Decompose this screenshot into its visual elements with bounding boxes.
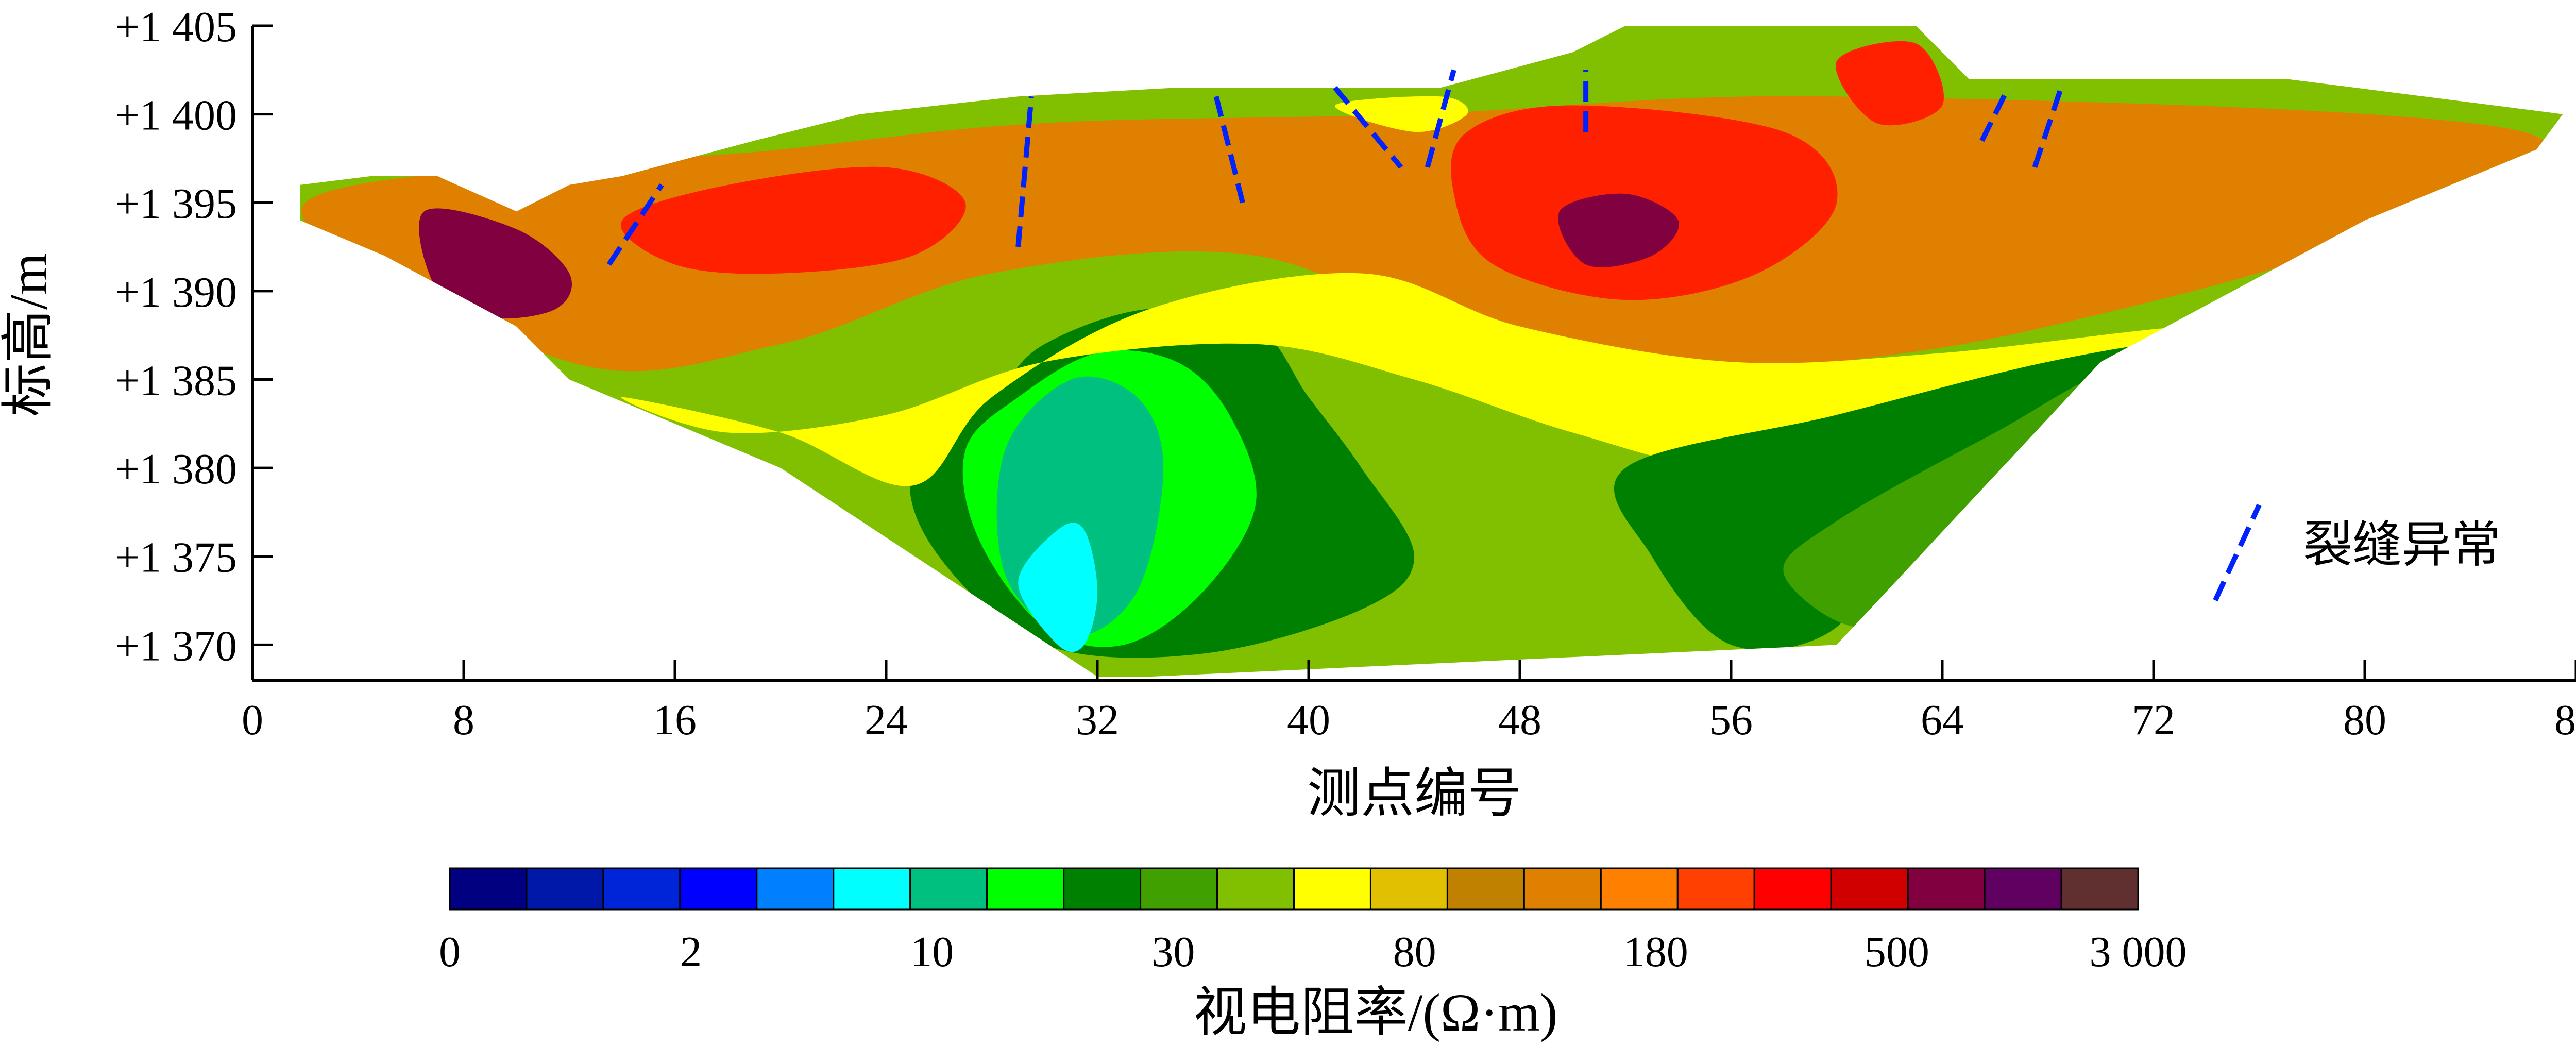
resistivity-zones <box>301 41 2548 658</box>
y-tick-label: +1 405 <box>115 3 237 51</box>
crack-anomaly-line <box>606 183 664 266</box>
colorbar-cell <box>1140 867 1218 911</box>
x-tick-label: 80 <box>2343 696 2386 744</box>
crack-anomaly-legend-icon <box>2213 503 2262 602</box>
colorbar-cell <box>1216 867 1295 911</box>
crack-anomaly-line <box>1979 86 2011 142</box>
colorbar-cell <box>1446 867 1525 911</box>
colorbar-cell <box>1600 867 1679 911</box>
colorbar-cell <box>2060 867 2139 911</box>
y-tick-label: +1 375 <box>115 534 237 582</box>
colorbar-cell <box>602 867 681 911</box>
colorbar-cell <box>1523 867 1602 911</box>
colorbar-cell <box>1984 867 2062 911</box>
colorbar: 0 2 10 30 80 180 500 3 000 视电阻率/(Ω·m) <box>439 867 2187 1042</box>
y-tick-label: +1 380 <box>115 445 237 493</box>
colorbar-label: 10 <box>910 928 954 976</box>
colorbar-cells <box>449 867 2139 911</box>
colorbar-cell <box>1063 867 1142 911</box>
crack-anomalies <box>606 69 2064 266</box>
x-tick-label: 0 <box>242 696 263 744</box>
x-tick-label: 48 <box>1498 696 1541 744</box>
legend: 裂缝异常 <box>2213 503 2501 602</box>
colorbar-cell <box>833 867 911 911</box>
x-tick-label: 16 <box>653 696 697 744</box>
colorbar-label: 2 <box>680 928 702 976</box>
colorbar-cell <box>449 867 528 911</box>
crack-anomaly-line <box>1425 69 1456 168</box>
y-tick-label: +1 385 <box>115 357 237 404</box>
crack-anomaly-line <box>1015 96 1034 247</box>
resistivity-zone <box>419 208 572 319</box>
x-tick-label: 56 <box>1709 696 1753 744</box>
colorbar-label: 500 <box>1865 928 1929 976</box>
colorbar-title: 视电阻率/(Ω·m) <box>1194 983 1558 1042</box>
colorbar-cell <box>1830 867 1909 911</box>
resistivity-zone <box>620 166 966 274</box>
resistivity-zone <box>1783 378 2103 628</box>
y-tick-label: +1 370 <box>115 622 237 670</box>
colorbar-cell <box>1293 867 1371 911</box>
axes: 0 8 16 24 32 40 48 56 64 72 80 88 +1 370 +1 375 +1 38… <box>0 3 2576 823</box>
crack-anomaly-line <box>1213 96 1245 204</box>
colorbar-cell <box>1676 867 1755 911</box>
x-axis-label: 测点编号 <box>1307 764 1521 823</box>
colorbar-cell <box>1369 867 1448 911</box>
colorbar-label: 80 <box>1393 928 1436 976</box>
crack-anomaly-legend-label: 裂缝异常 <box>2303 517 2501 572</box>
y-tick-label: +1 395 <box>115 180 237 228</box>
x-tick-label: 88 <box>2554 696 2576 744</box>
resistivity-zone <box>1836 41 1944 126</box>
colorbar-cell <box>909 867 988 911</box>
colorbar-cell <box>526 867 604 911</box>
colorbar-label: 30 <box>1151 928 1195 976</box>
y-axis-label: 标高/m <box>0 253 58 417</box>
colorbar-cell <box>1753 867 1832 911</box>
resistivity-zone <box>1558 193 1679 267</box>
y-ticks: +1 370 +1 375 +1 380 +1 385 +1 390 +1 395 +1 4… <box>115 3 273 670</box>
x-tick-label: 8 <box>453 696 474 744</box>
x-tick-label: 32 <box>1076 696 1119 744</box>
x-tick-label: 40 <box>1287 696 1330 744</box>
colorbar-cell <box>679 867 758 911</box>
crack-anomaly-line <box>1333 86 1403 169</box>
plot-area <box>300 26 2563 677</box>
resistivity-zone <box>1334 96 1468 132</box>
colorbar-cell <box>986 867 1065 911</box>
colorbar-label: 3 000 <box>2090 928 2187 976</box>
colorbar-cell <box>756 867 835 911</box>
x-ticks: 0 8 16 24 32 40 48 56 64 72 80 88 <box>242 660 2576 744</box>
x-tick-label: 24 <box>865 696 908 744</box>
crack-anomaly-line <box>2032 87 2064 168</box>
colorbar-cell <box>1907 867 1986 911</box>
colorbar-labels: 0 2 10 30 80 180 500 3 000 <box>439 928 2187 976</box>
y-tick-label: +1 400 <box>115 92 237 140</box>
colorbar-label: 180 <box>1623 928 1688 976</box>
resistivity-zone <box>1018 522 1097 652</box>
y-tick-label: +1 390 <box>115 268 237 316</box>
x-tick-label: 72 <box>2132 696 2175 744</box>
x-tick-label: 64 <box>1921 696 1964 744</box>
colorbar-label: 0 <box>439 928 461 976</box>
